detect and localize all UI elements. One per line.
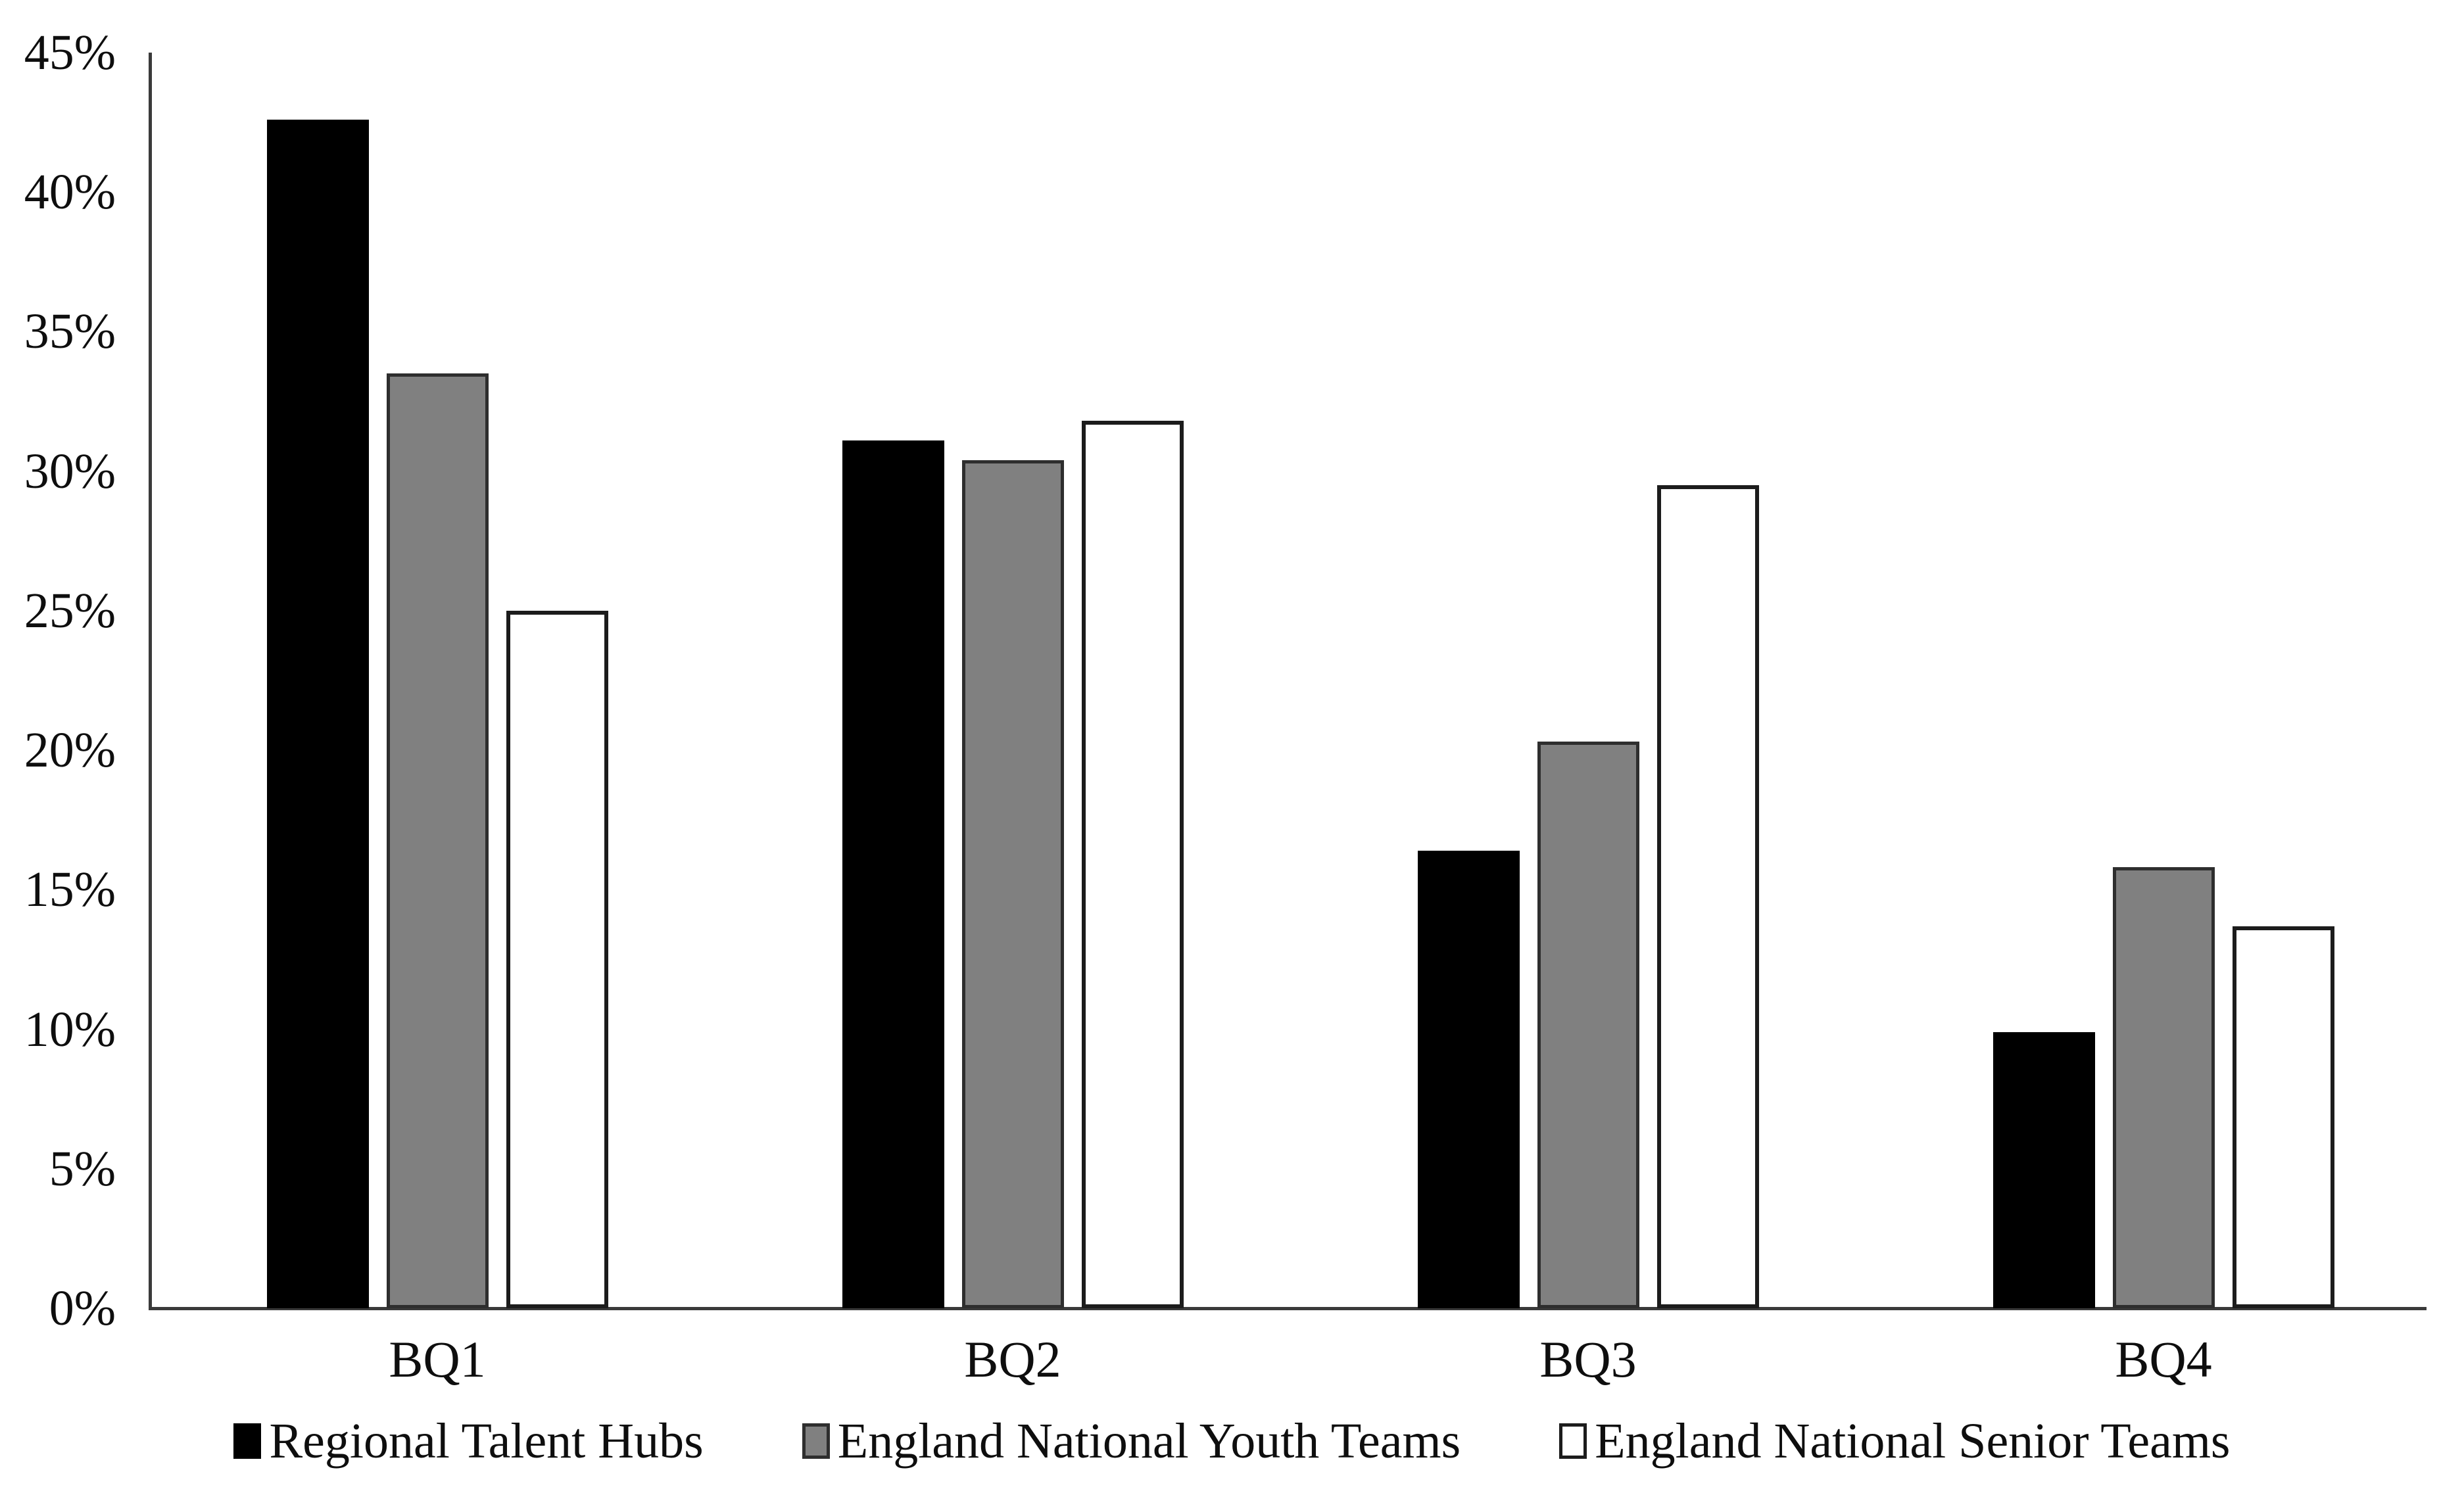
x-tick-label-BQ2: BQ2 <box>964 1331 1061 1388</box>
bar-BQ4-series-2 <box>2232 926 2334 1308</box>
x-axis-line <box>149 1307 2427 1310</box>
bar-BQ3-series-0 <box>1417 851 1520 1308</box>
y-tick-label-15: 15% <box>24 862 116 918</box>
bar-BQ3-series-1 <box>1537 742 1639 1308</box>
y-tick-label-0: 0% <box>49 1281 116 1336</box>
x-tick-label-BQ1: BQ1 <box>389 1331 486 1388</box>
y-tick-label-40: 40% <box>24 164 116 220</box>
bar-BQ1-series-1 <box>386 373 489 1308</box>
y-tick-label-5: 5% <box>49 1141 116 1197</box>
legend-label: England National Youth Teams <box>837 1413 1461 1469</box>
bar-BQ2-series-0 <box>842 440 944 1308</box>
y-tick-label-30: 30% <box>24 443 116 499</box>
legend-marker-icon <box>233 1423 262 1459</box>
bar-BQ4-series-0 <box>1993 1032 2095 1308</box>
y-tick-label-45: 45% <box>24 25 116 80</box>
bar-BQ4-series-1 <box>2112 867 2215 1308</box>
bar-BQ2-series-1 <box>961 460 1064 1308</box>
legend-item-0: Regional Talent Hubs <box>233 1412 704 1470</box>
bar-BQ2-series-2 <box>1081 421 1184 1308</box>
bar-group-BQ1 <box>266 120 608 1308</box>
bar-BQ1-series-0 <box>266 120 369 1308</box>
bar-BQ1-series-2 <box>506 611 608 1308</box>
legend-marker-icon <box>1559 1423 1587 1459</box>
y-tick-label-25: 25% <box>24 582 116 638</box>
x-tick-label-BQ4: BQ4 <box>2115 1331 2212 1388</box>
y-axis-line <box>149 53 152 1310</box>
legend-label: Regional Talent Hubs <box>269 1413 704 1469</box>
legend-marker-icon <box>802 1423 830 1459</box>
bar-group-BQ2 <box>842 421 1184 1308</box>
bar-BQ3-series-2 <box>1656 485 1759 1308</box>
legend-item-1: England National Youth Teams <box>802 1412 1461 1470</box>
legend-item-2: England National Senior Teams <box>1559 1412 2231 1470</box>
chart-legend: Regional Talent Hubs England National You… <box>0 1412 2464 1470</box>
legend-label: England National Senior Teams <box>1595 1413 2231 1469</box>
y-tick-label-35: 35% <box>24 304 116 360</box>
y-tick-label-10: 10% <box>24 1001 116 1057</box>
bar-group-BQ3 <box>1417 485 1759 1308</box>
bar-group-BQ4 <box>1993 867 2334 1308</box>
x-tick-label-BQ3: BQ3 <box>1539 1331 1637 1388</box>
y-tick-label-20: 20% <box>24 723 116 778</box>
